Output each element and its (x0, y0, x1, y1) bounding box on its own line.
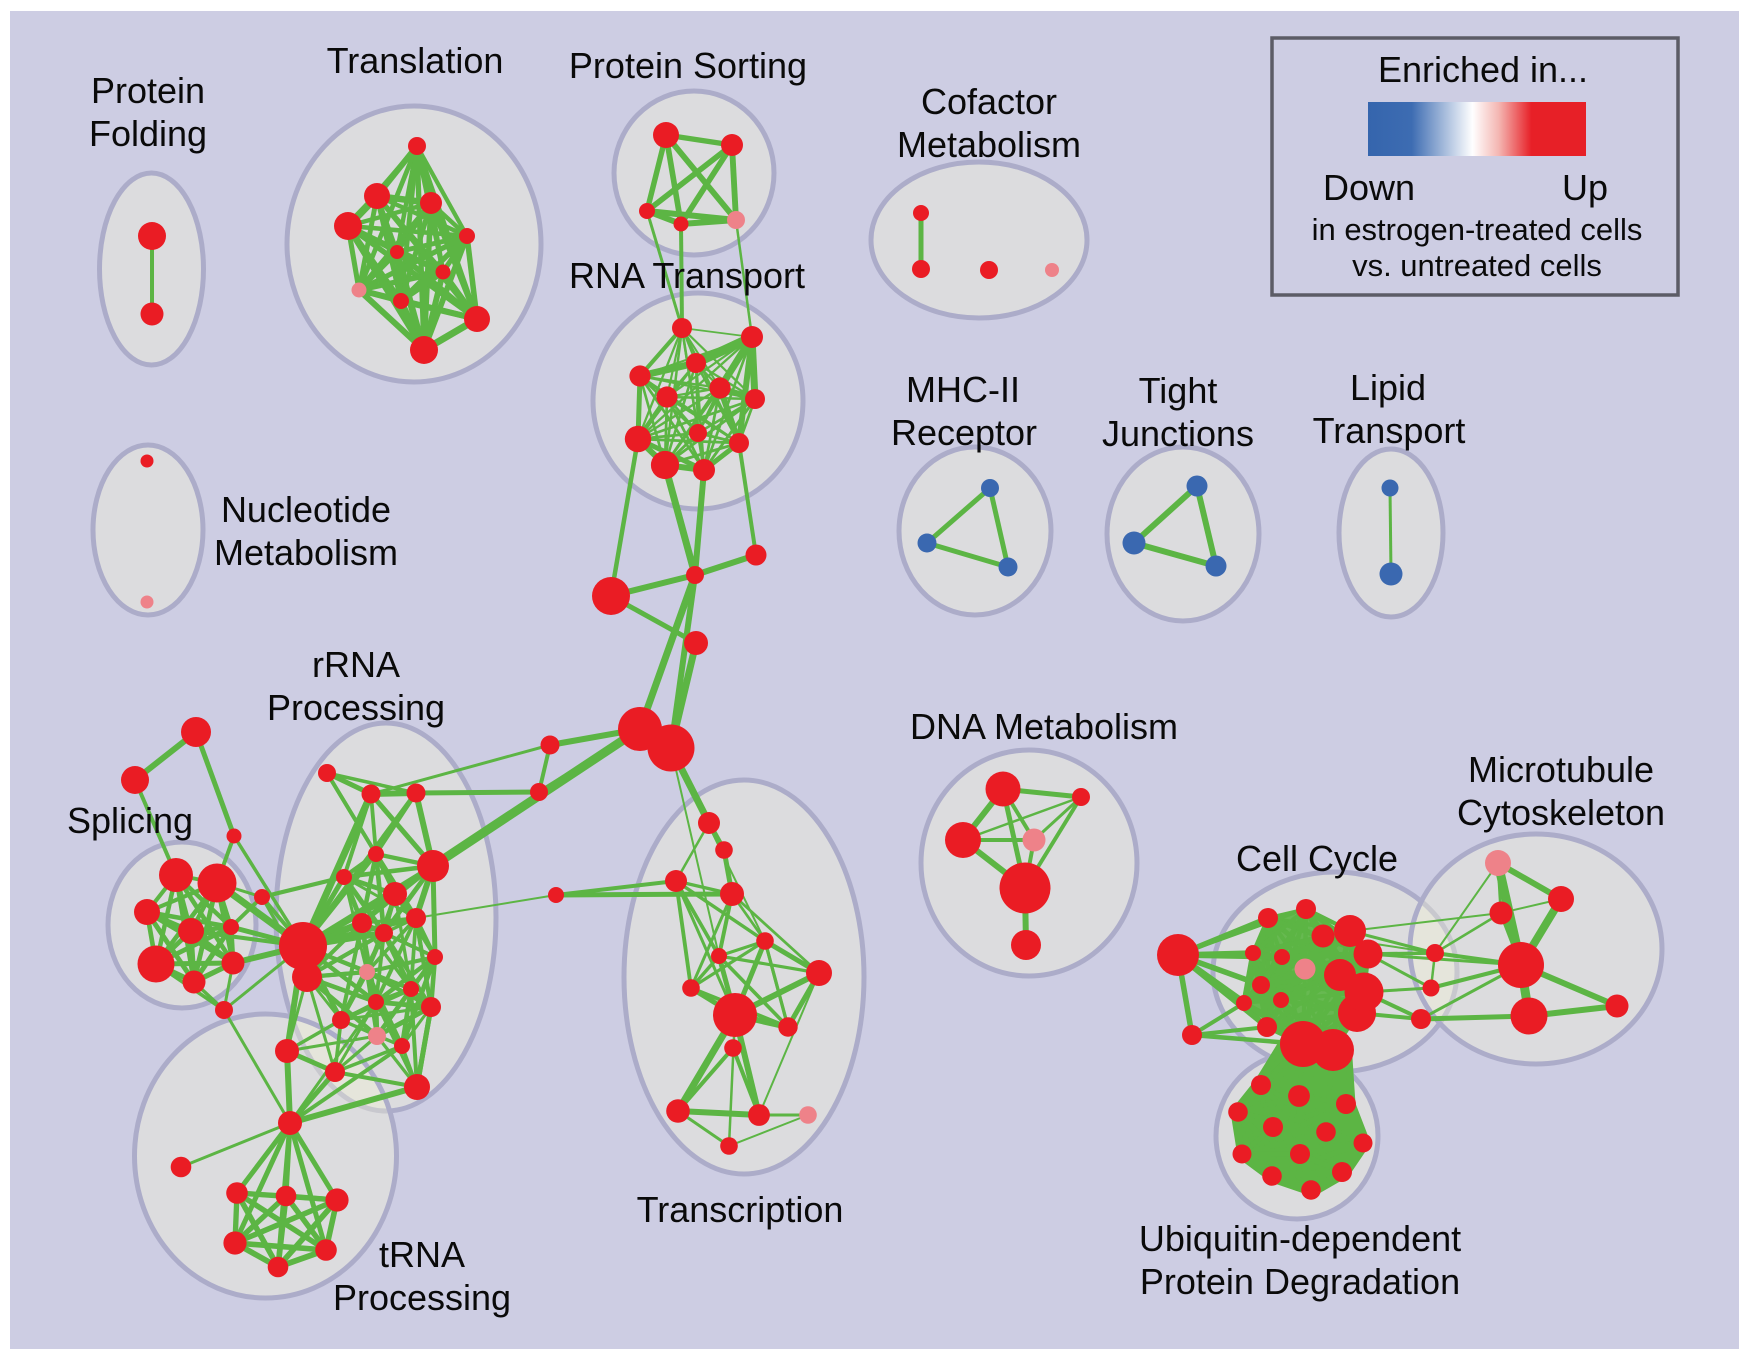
svg-text:Cell Cycle: Cell Cycle (1236, 838, 1398, 879)
svg-text:MHC-II: MHC-II (906, 369, 1020, 410)
svg-text:Transport: Transport (1313, 410, 1466, 451)
svg-text:Cofactor: Cofactor (921, 81, 1057, 122)
svg-text:Lipid: Lipid (1350, 367, 1426, 408)
svg-text:Cytoskeleton: Cytoskeleton (1457, 792, 1665, 833)
svg-text:Transcription: Transcription (637, 1189, 844, 1230)
svg-text:Splicing: Splicing (67, 800, 193, 841)
svg-text:Metabolism: Metabolism (214, 532, 398, 573)
svg-text:Enriched in...: Enriched in... (1378, 49, 1588, 90)
svg-text:Protein Sorting: Protein Sorting (569, 45, 807, 86)
svg-text:RNA Transport: RNA Transport (569, 255, 805, 296)
svg-text:Receptor: Receptor (891, 412, 1037, 453)
svg-text:Down: Down (1323, 167, 1415, 208)
svg-text:Protein Degradation: Protein Degradation (1140, 1261, 1460, 1302)
svg-text:tRNA: tRNA (379, 1234, 465, 1275)
svg-text:Processing: Processing (267, 687, 445, 728)
svg-text:Tight: Tight (1139, 370, 1218, 411)
svg-text:in estrogen-treated cells: in estrogen-treated cells (1312, 212, 1643, 247)
svg-text:Junctions: Junctions (1102, 413, 1254, 454)
svg-text:Microtubule: Microtubule (1468, 749, 1654, 790)
svg-text:DNA Metabolism: DNA Metabolism (910, 706, 1178, 747)
svg-text:Translation: Translation (327, 40, 504, 81)
svg-text:Nucleotide: Nucleotide (221, 489, 391, 530)
svg-text:Folding: Folding (89, 113, 207, 154)
svg-text:Ubiquitin-dependent: Ubiquitin-dependent (1139, 1218, 1461, 1259)
svg-text:vs. untreated cells: vs. untreated cells (1352, 248, 1602, 283)
svg-text:Metabolism: Metabolism (897, 124, 1081, 165)
svg-text:rRNA: rRNA (312, 644, 400, 685)
svg-text:Processing: Processing (333, 1277, 511, 1318)
svg-text:Up: Up (1562, 167, 1608, 208)
svg-text:Protein: Protein (91, 70, 205, 111)
